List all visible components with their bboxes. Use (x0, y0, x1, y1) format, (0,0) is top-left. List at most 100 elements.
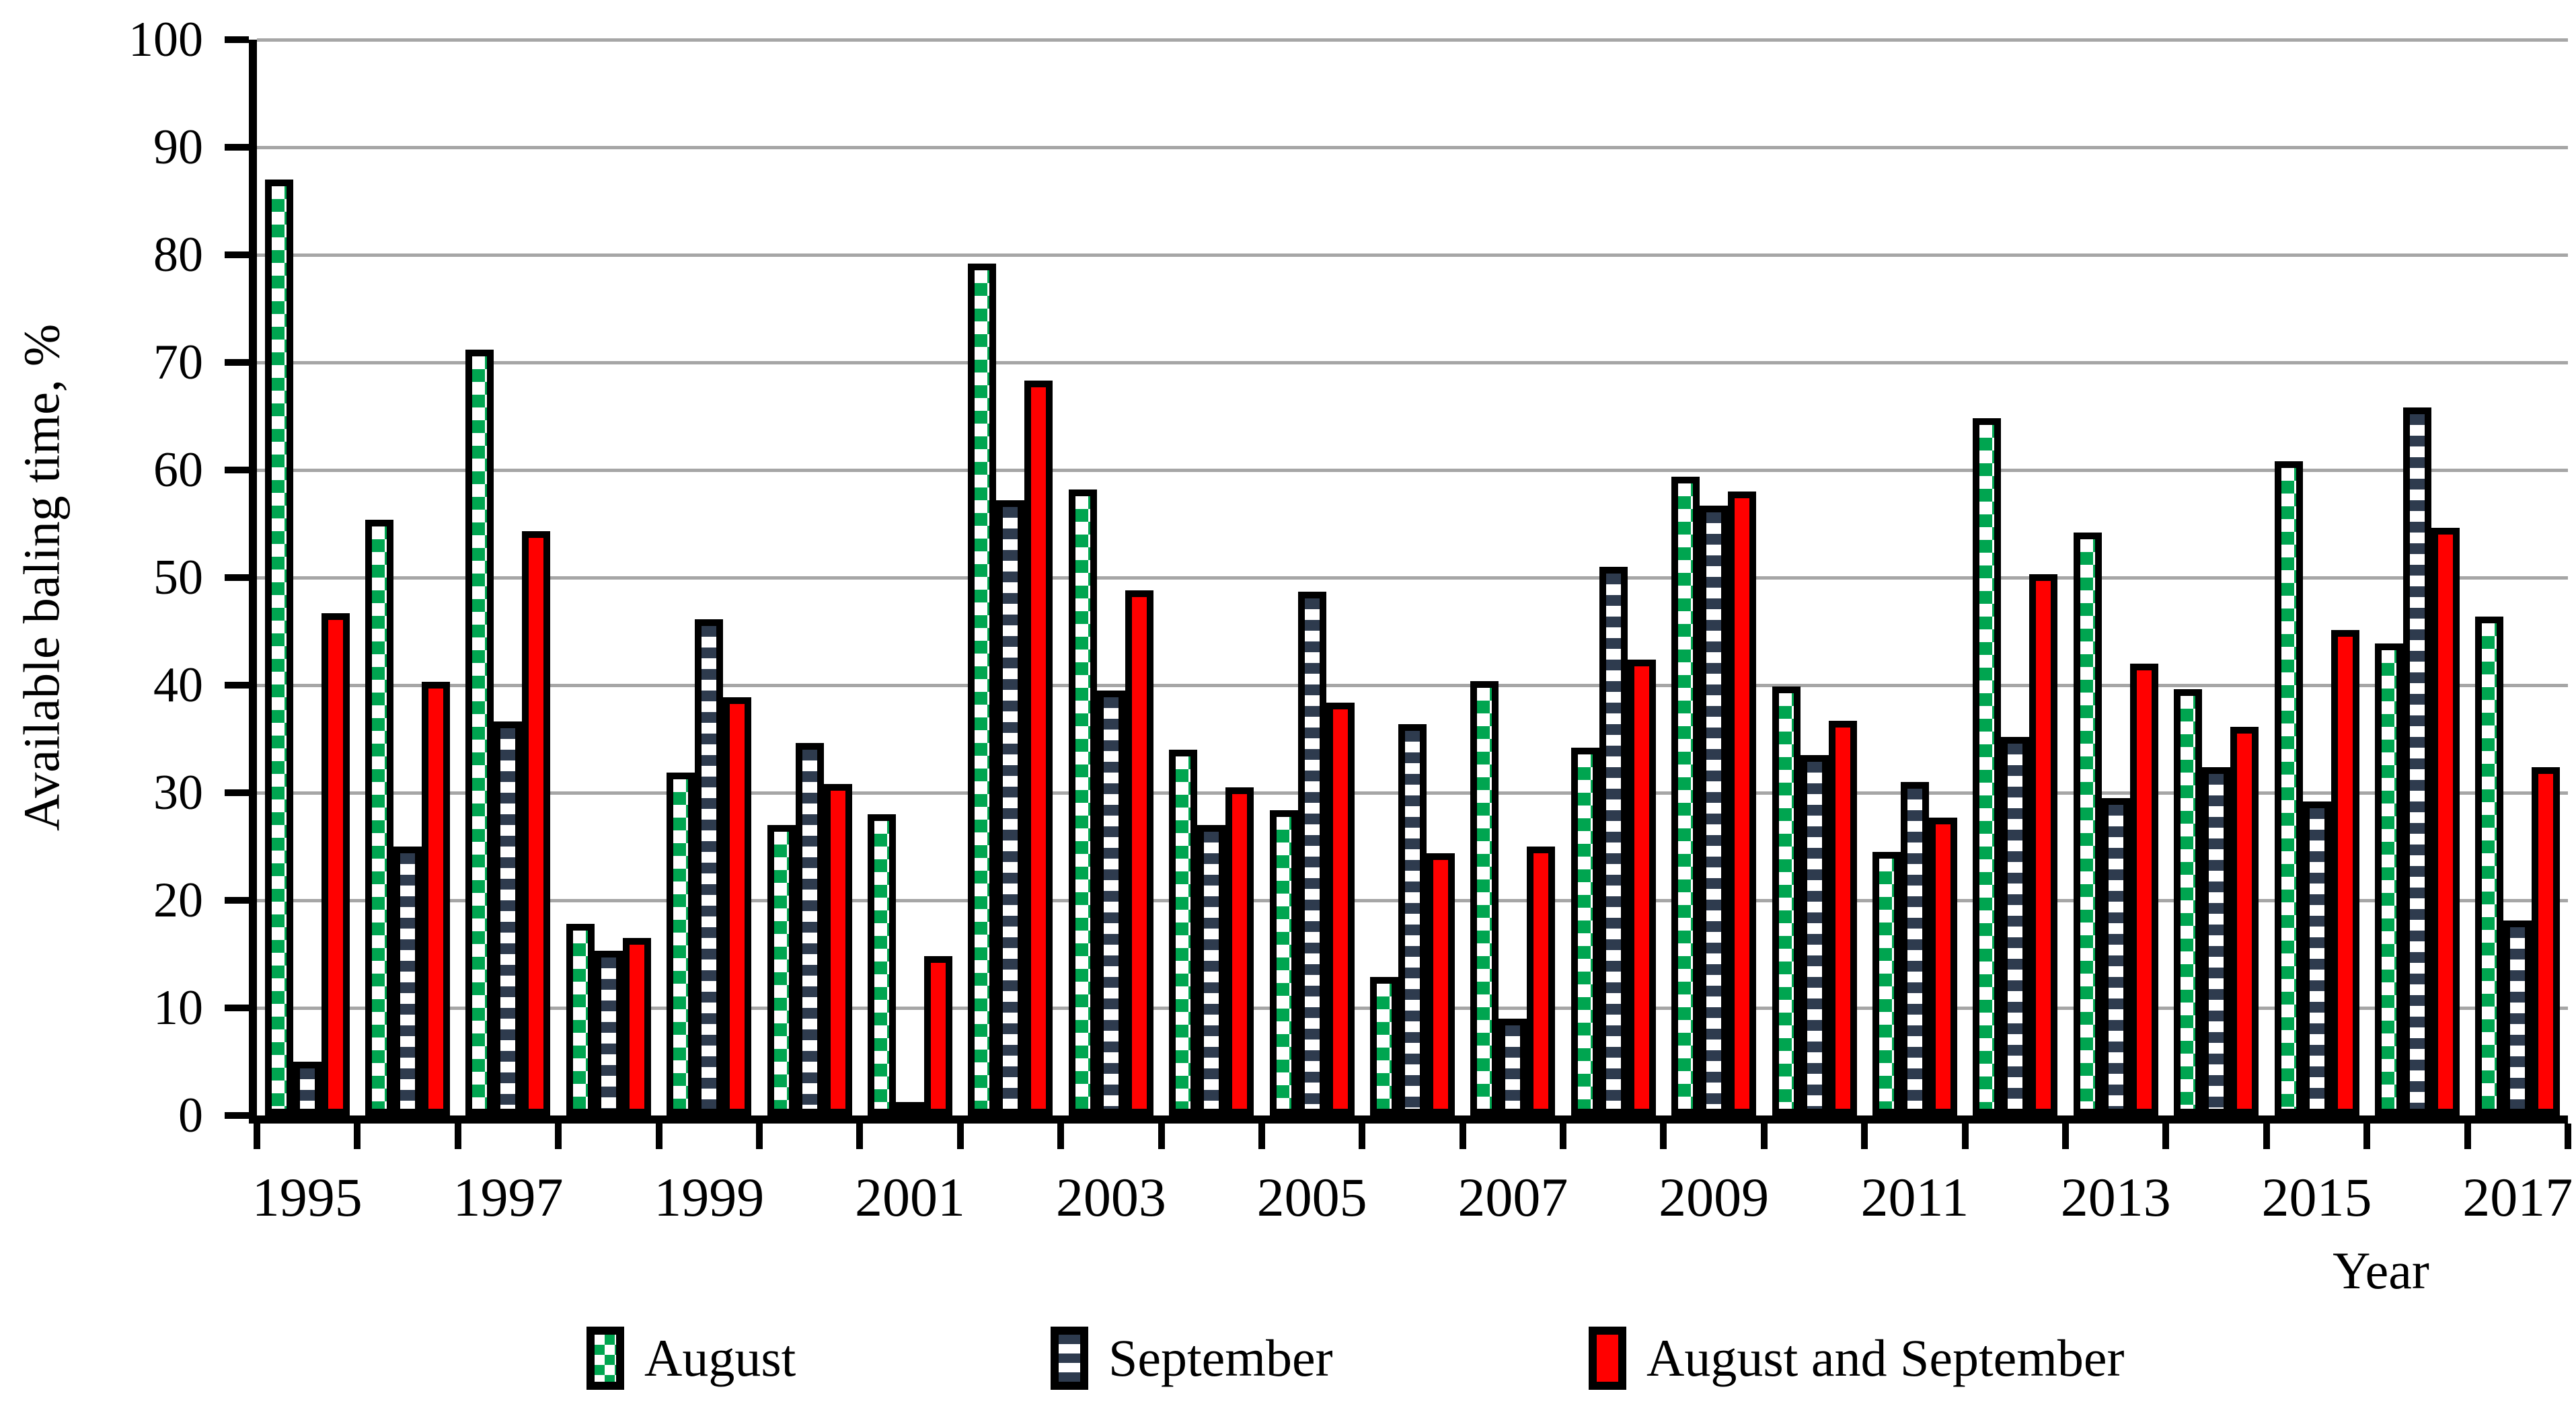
bar-september-2001 (896, 1102, 925, 1115)
y-tick-90 (225, 144, 249, 151)
bar-august-2012 (1973, 418, 2002, 1115)
bar-august-2004 (1169, 750, 1198, 1115)
bar-september-2013 (2101, 798, 2130, 1115)
y-tick-30 (225, 789, 249, 796)
bar-both-2005 (1326, 702, 1355, 1115)
bar-group-2002 (960, 40, 1061, 1115)
y-tick-label-60: 60 (153, 442, 203, 498)
x-tick-10 (1258, 1124, 1265, 1149)
bar-august-2017 (2475, 616, 2504, 1115)
legend-swatch-august-pattern-icon (586, 1327, 624, 1390)
x-tick-label-2015: 2015 (2261, 1167, 2372, 1228)
x-tick-0 (254, 1124, 260, 1149)
x-tick-8 (1057, 1124, 1065, 1149)
plot-area: 0 10 20 30 40 50 60 70 80 90 100 (128, 15, 2571, 1149)
bar-september-2015 (2302, 801, 2331, 1115)
bar-both-1999 (723, 697, 752, 1115)
bar-august-2008 (1570, 747, 1599, 1115)
x-tick-18 (2062, 1124, 2070, 1149)
bar-september-2016 (2402, 407, 2431, 1115)
y-tick-label-90: 90 (153, 120, 203, 175)
bar-group-2014 (2166, 40, 2266, 1115)
legend-item-august: August (586, 1318, 796, 1399)
bar-september-2006 (1398, 723, 1427, 1115)
bar-both-1998 (622, 938, 651, 1115)
bar-group-2016 (2367, 40, 2467, 1115)
legend-label-september: September (1108, 1329, 1333, 1387)
bar-group-2013 (2066, 40, 2166, 1115)
x-tick-4 (655, 1124, 662, 1149)
gridline-40 (257, 684, 2568, 687)
bar-both-2010 (1828, 720, 1857, 1115)
y-tick-10 (225, 1005, 249, 1011)
x-tick-6 (856, 1124, 864, 1149)
x-axis-tick-labels: 1995 1997 1999 2001 2003 2005 2007 2009 2011 2013… (252, 1167, 2573, 1234)
x-tick-label-2011: 2011 (1860, 1167, 1969, 1228)
bar-group-2003 (1061, 40, 1161, 1115)
x-tick-label-2001: 2001 (855, 1167, 966, 1228)
bar-september-2004 (1197, 825, 1226, 1115)
x-tick-3 (555, 1124, 562, 1149)
y-tick-60 (225, 467, 249, 473)
y-tick-40 (225, 682, 249, 689)
bar-august-1997 (465, 349, 494, 1115)
bar-august-2014 (2174, 689, 2203, 1115)
bar-september-2003 (1096, 691, 1125, 1115)
bar-august-2013 (2073, 532, 2102, 1115)
bar-both-2013 (2129, 664, 2158, 1115)
bar-group-1996 (357, 40, 457, 1115)
bar-august-2002 (968, 263, 997, 1115)
legend-label-august-and-september: August and September (1646, 1329, 2125, 1387)
bar-group-1995 (257, 40, 357, 1115)
bar-group-1998 (558, 40, 658, 1115)
y-tick-label-50: 50 (153, 550, 203, 605)
bar-august-1995 (264, 180, 293, 1115)
x-tick-15 (1760, 1124, 1768, 1149)
gridline-80 (257, 253, 2568, 257)
bar-both-2000 (823, 784, 852, 1115)
bar-september-2005 (1297, 591, 1326, 1115)
y-tick-20 (225, 897, 249, 904)
bar-september-2008 (1599, 567, 1628, 1115)
x-tick-label-2009: 2009 (1659, 1167, 1770, 1228)
legend-label-august: August (644, 1329, 796, 1387)
x-tick-13 (1560, 1124, 1567, 1149)
bar-august-2000 (767, 825, 796, 1115)
x-tick-label-2003: 2003 (1055, 1167, 1166, 1228)
bar-august-2007 (1470, 680, 1499, 1115)
x-tick-21 (2363, 1124, 2371, 1149)
bar-both-2017 (2532, 767, 2561, 1115)
bar-august-2016 (2374, 643, 2403, 1115)
x-tick-label-1995: 1995 (252, 1167, 363, 1228)
bar-august-1999 (667, 772, 695, 1115)
bar-both-2012 (2029, 574, 2058, 1115)
bar-august-2005 (1269, 810, 1298, 1115)
y-tick-80 (225, 251, 249, 258)
bar-both-2016 (2431, 528, 2460, 1115)
bar-group-2000 (759, 40, 860, 1115)
x-tick-1 (354, 1124, 361, 1149)
bar-september-2012 (2001, 736, 2030, 1115)
y-tick-50 (225, 574, 249, 581)
bar-group-2006 (1362, 40, 1462, 1115)
gridline-70 (257, 361, 2568, 364)
x-tick-20 (2263, 1124, 2270, 1149)
y-tick-70 (225, 359, 249, 366)
bar-group-2005 (1262, 40, 1362, 1115)
bar-august-2010 (1772, 686, 1801, 1115)
bar-september-1996 (393, 847, 422, 1115)
bar-group-2007 (1463, 40, 1563, 1115)
bar-both-2011 (1928, 817, 1957, 1115)
x-tick-label-1997: 1997 (453, 1167, 564, 1228)
bar-group-2012 (1965, 40, 2066, 1115)
bar-september-2010 (1800, 755, 1829, 1115)
bar-september-2009 (1700, 505, 1729, 1115)
bar-september-1999 (695, 619, 724, 1115)
y-tick-100 (225, 36, 249, 43)
bar-september-2007 (1499, 1019, 1527, 1115)
bar-both-2009 (1728, 492, 1757, 1115)
bar-august-2003 (1068, 489, 1097, 1115)
bar-group-2009 (1663, 40, 1764, 1115)
legend-item-august-and-september: August and September (1589, 1318, 2125, 1399)
y-tick-0 (225, 1112, 249, 1119)
